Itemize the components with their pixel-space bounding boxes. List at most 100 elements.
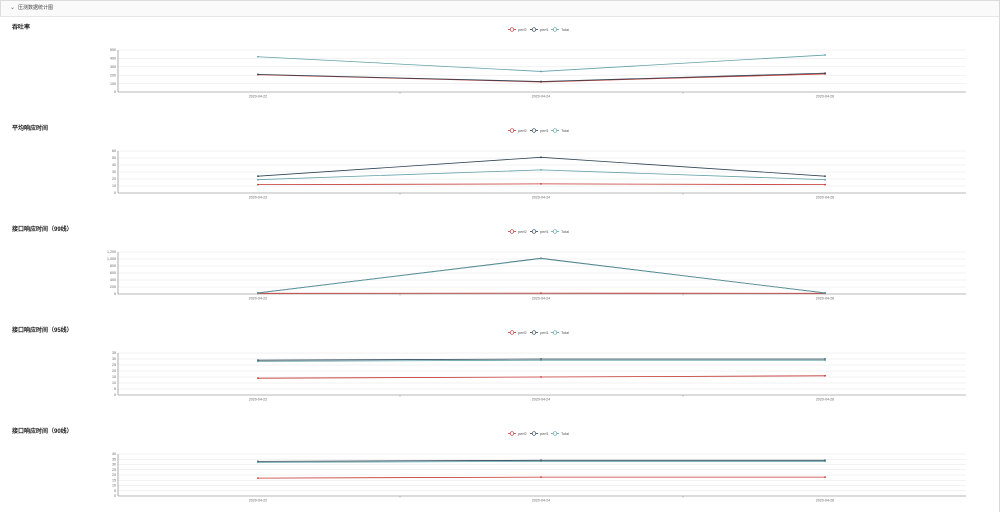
legend-label: perf2 xyxy=(518,28,527,32)
data-point-total[interactable] xyxy=(824,359,826,361)
data-point-total[interactable] xyxy=(540,460,542,462)
data-point-perf2[interactable] xyxy=(824,476,826,478)
y-tick-label: 1,200 xyxy=(107,250,116,254)
legend-label: Total xyxy=(561,432,569,436)
legend-item-total[interactable]: Total xyxy=(551,28,569,32)
legend-label: perf1 xyxy=(540,432,549,436)
legend-label: perf2 xyxy=(518,432,527,436)
y-tick-label: 30 xyxy=(112,170,116,174)
data-point-total[interactable] xyxy=(257,361,259,363)
series-line-perf1 xyxy=(258,157,825,176)
data-point-perf2[interactable] xyxy=(257,184,259,186)
y-tick-label: 60 xyxy=(112,149,116,153)
legend-marker xyxy=(532,230,536,234)
y-tick-label: 20 xyxy=(112,473,116,477)
y-tick-label: 200 xyxy=(110,73,116,77)
legend-label: Total xyxy=(561,28,569,32)
legend-item-perf2[interactable]: perf2 xyxy=(508,230,527,234)
data-point-perf2[interactable] xyxy=(540,292,542,294)
y-tick-label: 35 xyxy=(112,457,116,461)
data-point-total[interactable] xyxy=(824,54,826,56)
y-tick-label: 25 xyxy=(112,468,116,472)
data-point-perf2[interactable] xyxy=(540,376,542,378)
data-point-total[interactable] xyxy=(540,71,542,73)
legend-marker xyxy=(532,28,536,32)
data-point-total[interactable] xyxy=(257,56,259,58)
y-tick-label: 5 xyxy=(114,489,116,493)
legend-marker xyxy=(553,28,557,32)
y-tick-label: 15 xyxy=(112,478,116,482)
x-tick-label: 2020-04-24 xyxy=(532,499,550,503)
y-tick-label: 100 xyxy=(110,82,116,86)
legend-item-perf2[interactable]: perf2 xyxy=(508,129,527,133)
x-tick-label: 2020-04-26 xyxy=(816,297,834,301)
y-tick-label: 300 xyxy=(110,65,116,69)
legend-item-perf2[interactable]: perf2 xyxy=(508,432,527,436)
legend-label: perf2 xyxy=(518,230,527,234)
y-tick-label: 40 xyxy=(112,163,116,167)
legend-item-perf2[interactable]: perf2 xyxy=(508,28,527,32)
legend-item-perf1[interactable]: perf1 xyxy=(530,129,549,133)
data-point-perf1[interactable] xyxy=(257,73,259,75)
data-point-perf1[interactable] xyxy=(257,175,259,177)
data-point-perf2[interactable] xyxy=(257,377,259,379)
data-point-total[interactable] xyxy=(824,460,826,462)
data-point-total[interactable] xyxy=(257,462,259,464)
data-point-total[interactable] xyxy=(540,169,542,171)
y-tick-label: 25 xyxy=(112,363,116,367)
legend-label: perf1 xyxy=(540,28,549,32)
data-point-total[interactable] xyxy=(540,359,542,361)
legend-item-total[interactable]: Total xyxy=(551,230,569,234)
y-tick-label: 10 xyxy=(112,381,116,385)
legend-marker xyxy=(553,230,557,234)
data-point-perf1[interactable] xyxy=(824,72,826,74)
legend-marker xyxy=(510,28,514,32)
legend-item-total[interactable]: Total xyxy=(551,331,569,335)
panel-header[interactable]: ⌄ 压测数据统计图 xyxy=(0,0,1000,17)
legend-item-total[interactable]: Total xyxy=(551,432,569,436)
legend-label: perf1 xyxy=(540,230,549,234)
x-tick-label: 2020-04-22 xyxy=(249,398,267,402)
y-tick-label: 0 xyxy=(114,90,116,94)
chevron-down-icon[interactable]: ⌄ xyxy=(10,1,15,16)
x-tick-label: 2020-04-26 xyxy=(816,95,834,99)
x-tick-label: 2020-04-26 xyxy=(816,196,834,200)
y-tick-label: 10 xyxy=(112,184,116,188)
legend-label: Total xyxy=(561,230,569,234)
data-point-perf2[interactable] xyxy=(540,476,542,478)
data-point-perf1[interactable] xyxy=(824,175,826,177)
legend-item-perf1[interactable]: perf1 xyxy=(530,230,549,234)
data-point-perf1[interactable] xyxy=(540,81,542,83)
data-point-perf2[interactable] xyxy=(257,477,259,479)
legend-item-perf1[interactable]: perf1 xyxy=(530,331,549,335)
legend-marker xyxy=(532,432,536,436)
data-point-perf2[interactable] xyxy=(540,183,542,185)
y-tick-label: 30 xyxy=(112,463,116,467)
legend-marker xyxy=(510,331,514,335)
legend-label: perf1 xyxy=(540,331,549,335)
y-tick-label: 0 xyxy=(114,393,116,397)
data-point-total[interactable] xyxy=(257,179,259,181)
data-point-perf2[interactable] xyxy=(824,375,826,377)
data-point-total[interactable] xyxy=(824,179,826,181)
x-tick-label: 2020-04-24 xyxy=(532,95,550,99)
y-tick-label: 40 xyxy=(112,452,116,456)
x-tick-label: 2020-04-26 xyxy=(816,499,834,503)
legend-marker xyxy=(510,230,514,234)
y-tick-label: 20 xyxy=(112,369,116,373)
data-point-total[interactable] xyxy=(257,292,259,294)
legend-item-perf1[interactable]: perf1 xyxy=(530,28,549,32)
data-point-perf2[interactable] xyxy=(824,184,826,186)
legend-item-total[interactable]: Total xyxy=(551,129,569,133)
data-point-perf1[interactable] xyxy=(540,156,542,158)
legend-item-perf1[interactable]: perf1 xyxy=(530,432,549,436)
x-tick-label: 2020-04-26 xyxy=(816,398,834,402)
data-point-total[interactable] xyxy=(824,292,826,294)
y-tick-label: 400 xyxy=(110,278,116,282)
x-tick-label: 2020-04-22 xyxy=(249,499,267,503)
data-point-total[interactable] xyxy=(540,258,542,260)
legend-item-perf2[interactable]: perf2 xyxy=(508,331,527,335)
